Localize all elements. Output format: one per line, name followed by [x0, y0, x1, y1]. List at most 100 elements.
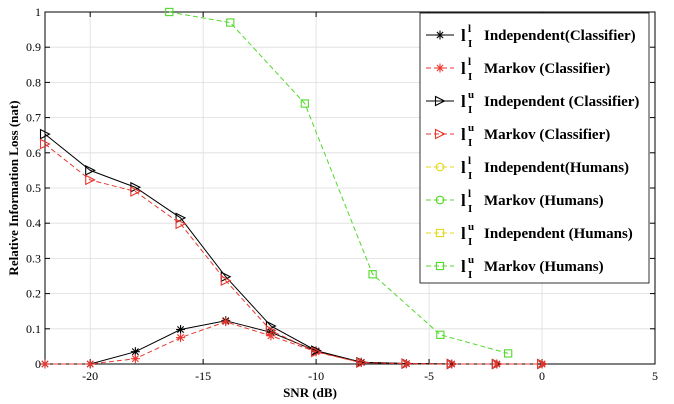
series-3-point-6-shape	[311, 346, 322, 358]
legend-label-2: Independent (Classifier)	[484, 94, 639, 110]
series-2-point-1	[85, 165, 96, 176]
series-2-point-1-shape	[85, 165, 96, 176]
legend-subscript-1: I	[468, 71, 472, 83]
series-3-point-6	[311, 346, 322, 358]
series-1-point-0	[40, 359, 50, 369]
legend-symbol-3: l	[461, 125, 466, 144]
series-3-point-2-shape	[130, 186, 142, 197]
legend-superscript-0: l	[468, 23, 471, 35]
legend-superscript-3: u	[468, 122, 474, 134]
legend-label-5: Markov (Humans)	[484, 193, 604, 209]
legend-subscript-2: I	[468, 104, 472, 116]
series-3-point-8	[401, 358, 413, 370]
y-tick-label-10: 1	[35, 5, 41, 19]
series-3-point-9	[446, 358, 458, 370]
series-7-point-3-shape	[368, 270, 377, 279]
legend-label-0: Independent(Classifier)	[484, 28, 636, 44]
y-axis-title: Relative Information Loss (nat)	[6, 100, 21, 275]
series-7-point-0	[165, 7, 174, 17]
legend-entry-6: l uI Independent (Humans)	[426, 221, 633, 248]
series-0-point-3-stroke-3	[177, 325, 185, 334]
series-3-point-9-shape	[446, 358, 458, 370]
y-tick-label-1: 0.1	[26, 322, 41, 336]
series-1-point-3-stroke-3	[177, 334, 185, 342]
series-1-point-4	[221, 317, 231, 327]
legend-label-3: Markov (Classifier)	[484, 127, 610, 143]
x-tick-label-0: -20	[82, 369, 98, 383]
series-1-point-4-stroke-3	[222, 318, 230, 326]
series-2-point-3	[175, 212, 187, 224]
legend-symbol-4: l	[461, 158, 466, 177]
series-7-point-5	[503, 349, 513, 358]
series-3-point-10	[491, 358, 503, 370]
legend-entry-5: l lI Markov (Humans)	[426, 188, 604, 215]
legend-entry-3: l uI Markov (Classifier)	[426, 122, 610, 149]
legend-marker-3-shape	[434, 128, 446, 140]
legend-marker-5	[435, 195, 445, 205]
legend-box	[419, 12, 650, 284]
series-1-point-1	[85, 359, 95, 369]
legend-superscript-4: l	[468, 155, 471, 167]
series-3-point-2	[130, 186, 142, 197]
legend-entry-4: l lI Independent(Humans)	[426, 155, 629, 182]
legend-subscript-0: I	[468, 38, 472, 50]
series-7-point-1-shape	[226, 18, 235, 27]
legend-subscript-7: I	[468, 269, 472, 281]
legend-marker-2	[434, 95, 446, 107]
legend-marker-5-shape	[435, 195, 445, 205]
legend-label-4: Independent(Humans)	[484, 160, 629, 176]
y-tick-label-4: 0.4	[26, 216, 41, 230]
series-3-point-4	[220, 275, 232, 286]
series-2-point-3-shape	[175, 212, 187, 224]
legend-superscript-6: u	[468, 221, 474, 233]
series-0-point-2-stroke-3	[131, 348, 139, 356]
series-1-point-2	[130, 354, 140, 364]
legend-marker-6	[435, 228, 445, 238]
series-1-point-0-stroke-3	[41, 360, 49, 368]
legend-superscript-5: l	[468, 188, 471, 200]
series-1-point-1-stroke-3	[86, 360, 94, 368]
legend-marker-7-shape	[435, 261, 445, 271]
series-3-point-10-shape	[491, 358, 503, 370]
series-2-point-0	[39, 128, 51, 140]
series-3-point-7-shape	[356, 357, 368, 368]
series-7-point-5-shape	[503, 349, 513, 358]
legend-marker-2-shape	[434, 95, 446, 107]
series-3-point-5-shape	[265, 325, 277, 336]
legend-superscript-7: u	[468, 254, 474, 266]
y-tick-label-6: 0.6	[26, 146, 41, 160]
series-3-point-4-shape	[220, 275, 232, 286]
legend-marker-0	[435, 30, 445, 40]
y-tick-label-8: 0.8	[26, 75, 41, 89]
x-tick-label-1: -15	[195, 369, 211, 383]
legend-symbol-6: l	[461, 224, 466, 243]
series-1-point-11-stroke-3	[538, 360, 546, 368]
series-7-point-4	[436, 330, 445, 339]
series-3-point-8-shape	[401, 358, 413, 370]
series-2-point-0-shape	[39, 128, 51, 140]
y-tick-label-0: 0	[35, 357, 41, 371]
series-3-point-0-shape	[39, 138, 51, 150]
series-1-point-5-stroke-3	[267, 332, 275, 340]
legend-label-7: Markov (Humans)	[484, 259, 604, 275]
y-tick-label-9: 0.9	[26, 40, 41, 54]
legend-entry-0: l lI Independent(Classifier)	[426, 23, 636, 50]
legend-subscript-4: I	[468, 170, 472, 182]
legend-symbol-7: l	[461, 257, 466, 276]
legend-subscript-3: I	[468, 137, 472, 149]
legend-marker-0-stroke-3	[436, 31, 444, 39]
series-1-point-3	[176, 333, 186, 343]
legend-entry-1: l lI Markov (Classifier)	[426, 56, 610, 83]
y-tick-label-2: 0.2	[26, 287, 41, 301]
x-tick-label-5: 5	[652, 369, 658, 383]
x-axis-title: SNR (dB)	[283, 385, 337, 400]
legend-symbol-5: l	[461, 191, 466, 210]
series-line-2	[44, 133, 542, 365]
series-1-point-2-stroke-3	[131, 355, 139, 363]
series-line-3	[44, 143, 542, 365]
x-tick-label-2: -10	[308, 369, 324, 383]
y-tick-label-5: 0.5	[26, 181, 41, 195]
series-3-point-0	[39, 138, 51, 150]
legend-symbol-1: l	[461, 59, 466, 78]
series-3-point-7	[356, 357, 368, 368]
